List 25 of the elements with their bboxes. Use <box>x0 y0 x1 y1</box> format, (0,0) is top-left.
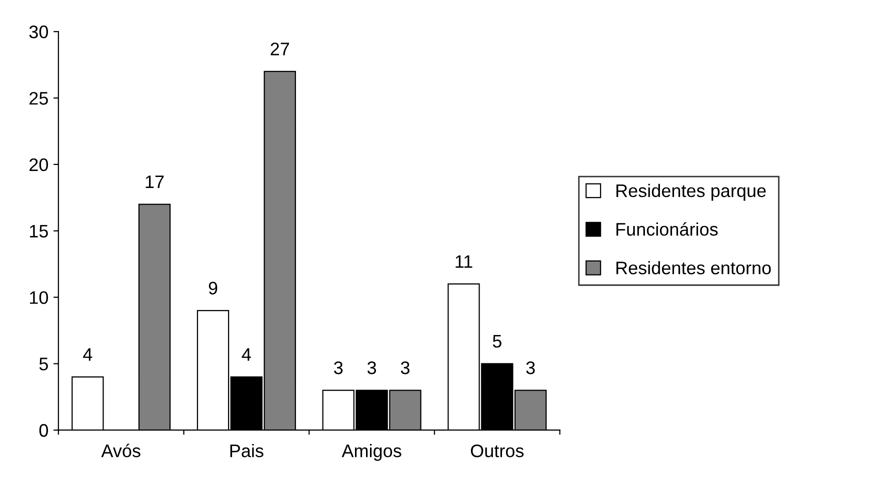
data-label: 5 <box>492 335 502 348</box>
data-label: 3 <box>334 361 343 374</box>
data-label: 3 <box>400 361 410 374</box>
data-label: 17 <box>146 176 164 188</box>
y-tick-label: 5 <box>39 358 48 370</box>
y-tick-label: 15 <box>30 224 48 238</box>
legend-label: Funcionários <box>616 222 718 236</box>
data-label: 3 <box>526 361 535 374</box>
data-label: 9 <box>208 282 218 294</box>
data-label: 11 <box>456 255 472 268</box>
x-tick-label: Amigos <box>342 444 402 461</box>
data-label: 27 <box>270 42 290 56</box>
x-tick-label: Pais <box>230 444 264 458</box>
x-tick-label: Avós <box>101 444 140 458</box>
y-tick-label: 25 <box>30 92 48 105</box>
legend-label: Residentes entorno <box>616 261 771 274</box>
legend-label: Residentes parque <box>616 184 766 201</box>
x-tick-label: Outros <box>470 444 524 458</box>
y-tick-label: 30 <box>29 26 48 38</box>
data-label: 4 <box>83 348 92 361</box>
y-tick-label: 20 <box>30 158 48 172</box>
y-tick-label: 10 <box>30 291 48 304</box>
data-label: 4 <box>242 348 251 361</box>
y-tick-label: 0 <box>39 424 48 437</box>
data-label: 3 <box>367 361 376 374</box>
